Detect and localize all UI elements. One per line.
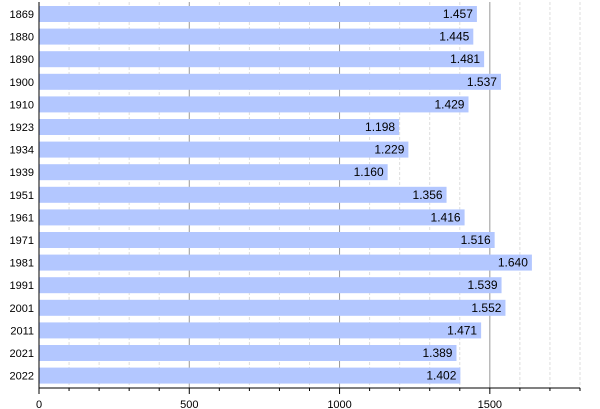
value-label-1981: 1.640 (498, 256, 528, 270)
x-tick-label-500: 500 (180, 399, 198, 409)
category-label-1880: 1880 (10, 32, 34, 44)
category-label-1890: 1890 (10, 54, 34, 66)
category-label-1991: 1991 (10, 280, 34, 292)
category-label-2001: 2001 (10, 303, 34, 315)
category-label-1934: 1934 (10, 145, 34, 157)
value-label-2011: 1.471 (447, 323, 477, 337)
bar-2021 (39, 345, 457, 361)
category-label-1981: 1981 (10, 258, 34, 270)
category-label-1971: 1971 (10, 235, 34, 247)
value-label-1939: 1.160 (354, 165, 384, 179)
category-label-1869: 1869 (10, 9, 34, 21)
value-label-1951: 1.356 (413, 188, 443, 202)
category-label-1910: 1910 (10, 99, 34, 111)
value-label-1900: 1.537 (467, 75, 497, 89)
value-label-2001: 1.552 (471, 301, 501, 315)
bar-2022 (39, 367, 461, 384)
bar-1991 (39, 277, 502, 294)
value-label-1991: 1.539 (468, 278, 498, 292)
x-tick-label-1000: 1000 (327, 399, 351, 409)
bars (39, 6, 532, 384)
category-label-1951: 1951 (10, 190, 34, 202)
value-label-1934: 1.229 (374, 143, 404, 157)
x-tick-label-1500: 1500 (478, 399, 502, 409)
category-label-2011: 2011 (10, 325, 34, 337)
bar-1951 (39, 186, 447, 203)
bar-1971 (39, 232, 495, 248)
value-label-2021: 1.389 (422, 346, 452, 360)
bar-1880 (39, 28, 474, 45)
value-label-1923: 1.198 (365, 120, 395, 134)
x-tick-label-0: 0 (36, 399, 42, 409)
bar-1890 (39, 51, 485, 68)
value-label-1910: 1.429 (434, 97, 464, 111)
bar-2001 (39, 299, 506, 316)
bar-1900 (39, 73, 501, 90)
category-label-1900: 1900 (10, 77, 34, 89)
value-label-1880: 1.445 (439, 30, 469, 44)
bar-1939 (39, 164, 388, 181)
category-label-1961: 1961 (10, 212, 34, 224)
category-label-2022: 2022 (10, 371, 34, 383)
value-label-1869: 1.457 (443, 7, 473, 21)
value-label-2022: 1.402 (426, 369, 456, 383)
bar-1961 (39, 209, 465, 226)
value-label-1971: 1.516 (461, 233, 491, 247)
bar-2011 (39, 322, 482, 339)
x-axis: 0 500 1000 1500 (36, 2, 581, 409)
value-label-1890: 1.481 (450, 52, 480, 66)
bar-1869 (39, 6, 477, 22)
value-label-1961: 1.416 (431, 210, 461, 224)
bar-1910 (39, 96, 469, 113)
category-label-2021: 2021 (10, 348, 34, 360)
category-label-1923: 1923 (10, 122, 34, 134)
category-labels: 1869 1880 1890 1900 1910 1923 1934 1939 1951 1961… (10, 9, 34, 383)
bar-1923 (39, 119, 400, 135)
category-label-1939: 1939 (10, 167, 34, 179)
bar-1981 (39, 254, 532, 271)
bar-1934 (39, 141, 409, 158)
